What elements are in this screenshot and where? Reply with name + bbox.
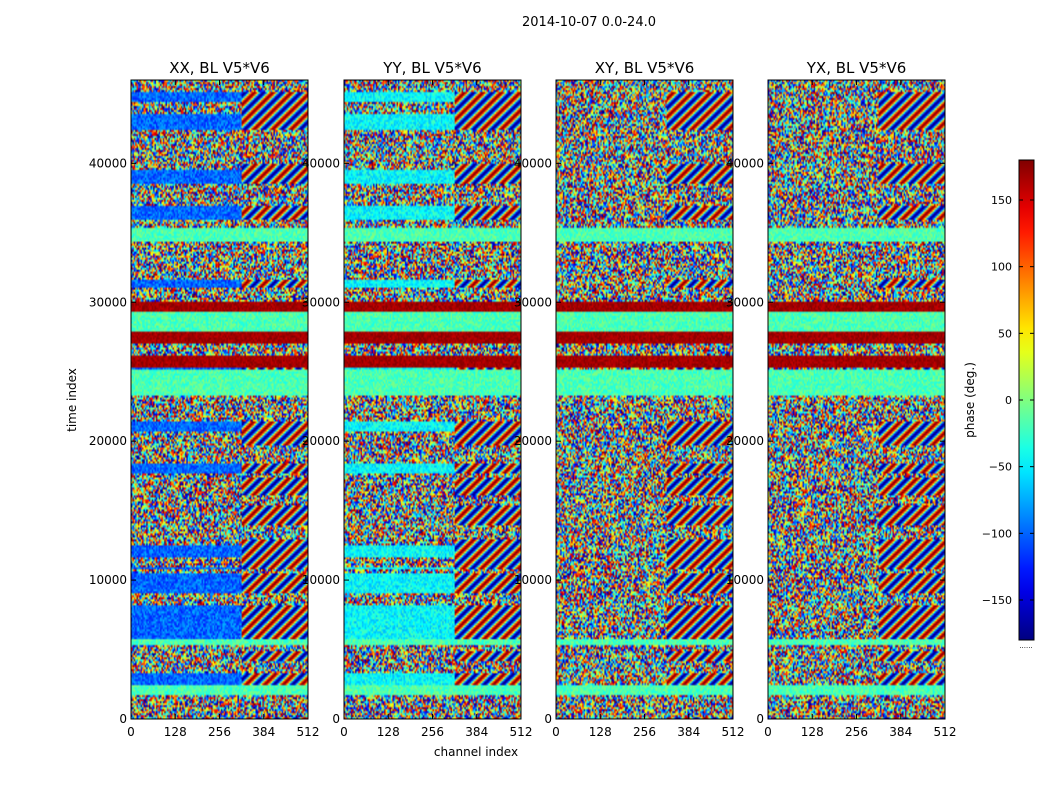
y-axis-label: time index bbox=[65, 368, 79, 432]
x-tick-label: 256 bbox=[845, 725, 868, 739]
colorbar-tick-label: −150 bbox=[982, 594, 1012, 607]
colorbar-tick-label: 100 bbox=[991, 261, 1012, 274]
y-tick-label: 10000 bbox=[89, 573, 127, 587]
colorbar-tick-label: 150 bbox=[991, 194, 1012, 207]
y-tick-label: 20000 bbox=[726, 434, 764, 448]
panel-3: XY, BL V5*V6 0 128 256 384 512 0 10000 20000 3000… bbox=[514, 59, 745, 739]
x-tick-label: 128 bbox=[164, 725, 187, 739]
colorbar-tick-label: 50 bbox=[998, 327, 1012, 340]
x-tick-label: 256 bbox=[421, 725, 444, 739]
x-tick-label: 512 bbox=[297, 725, 320, 739]
y-tick-label: 10000 bbox=[726, 573, 764, 587]
y-tick-label: 0 bbox=[544, 712, 552, 726]
x-tick-label: 256 bbox=[208, 725, 231, 739]
panel-4: YX, BL V5*V6 0 128 256 384 512 0 10000 20000 3000… bbox=[726, 59, 957, 739]
y-tick-label: 30000 bbox=[89, 295, 127, 309]
heatmap-image-4 bbox=[768, 80, 945, 719]
y-tick-label: 0 bbox=[332, 712, 340, 726]
x-tick-label: 384 bbox=[889, 725, 912, 739]
panel-title: XX, BL V5*V6 bbox=[169, 59, 270, 77]
x-tick-label: 0 bbox=[127, 725, 135, 739]
y-tick-label: 40000 bbox=[89, 156, 127, 170]
panel-title: YY, BL V5*V6 bbox=[382, 59, 481, 77]
y-tick-label: 0 bbox=[756, 712, 764, 726]
x-axis-label: channel index bbox=[434, 745, 518, 759]
y-tick-label: 10000 bbox=[302, 573, 340, 587]
x-tick-label: 0 bbox=[340, 725, 348, 739]
y-tick-label: 40000 bbox=[302, 156, 340, 170]
colorbar-tick-label: 0 bbox=[1005, 394, 1012, 407]
y-tick-label: 20000 bbox=[302, 434, 340, 448]
heatmap-image-1 bbox=[131, 80, 308, 719]
figure-suptitle: 2014-10-07 0.0-24.0 bbox=[522, 15, 656, 30]
colorbar-label: phase (deg.) bbox=[963, 362, 977, 438]
x-tick-label: 512 bbox=[722, 725, 745, 739]
x-tick-label: 0 bbox=[764, 725, 772, 739]
colorbar-tick-label: −50 bbox=[989, 461, 1012, 474]
y-tick-label: 20000 bbox=[89, 434, 127, 448]
panel-2: YY, BL V5*V6 0 128 256 384 512 0 10000 20000 3000… bbox=[302, 59, 533, 739]
panel-1: XX, BL V5*V6 0 128 256 384 512 0 10000 20000 3000… bbox=[89, 59, 320, 739]
x-tick-label: 128 bbox=[377, 725, 400, 739]
heatmap-image-2 bbox=[344, 80, 521, 719]
x-tick-label: 384 bbox=[252, 725, 275, 739]
colorbar-tick-label: −100 bbox=[982, 527, 1012, 540]
y-tick-label: 40000 bbox=[726, 156, 764, 170]
panels: XX, BL V5*V6 0 128 256 384 512 0 10000 20000 3000… bbox=[89, 59, 957, 739]
y-tick-label: 30000 bbox=[514, 295, 552, 309]
y-tick-label: 30000 bbox=[726, 295, 764, 309]
y-tick-label: 10000 bbox=[514, 573, 552, 587]
y-tick-label: 0 bbox=[119, 712, 127, 726]
colorbar-extra-label: ...... bbox=[1019, 642, 1032, 650]
x-tick-label: 384 bbox=[465, 725, 488, 739]
x-tick-label: 128 bbox=[801, 725, 824, 739]
colorbar: 150 100 50 0 −50 −100 −150 bbox=[982, 159, 1035, 641]
y-tick-label: 30000 bbox=[302, 295, 340, 309]
y-tick-label: 20000 bbox=[514, 434, 552, 448]
panel-title: YX, BL V5*V6 bbox=[806, 59, 907, 77]
x-tick-label: 0 bbox=[552, 725, 560, 739]
x-tick-label: 256 bbox=[633, 725, 656, 739]
x-tick-label: 384 bbox=[677, 725, 700, 739]
x-tick-label: 128 bbox=[589, 725, 612, 739]
x-tick-label: 512 bbox=[934, 725, 957, 739]
heatmap-image-3 bbox=[556, 80, 733, 719]
y-tick-label: 40000 bbox=[514, 156, 552, 170]
x-tick-label: 512 bbox=[510, 725, 533, 739]
panel-title: XY, BL V5*V6 bbox=[595, 59, 695, 77]
